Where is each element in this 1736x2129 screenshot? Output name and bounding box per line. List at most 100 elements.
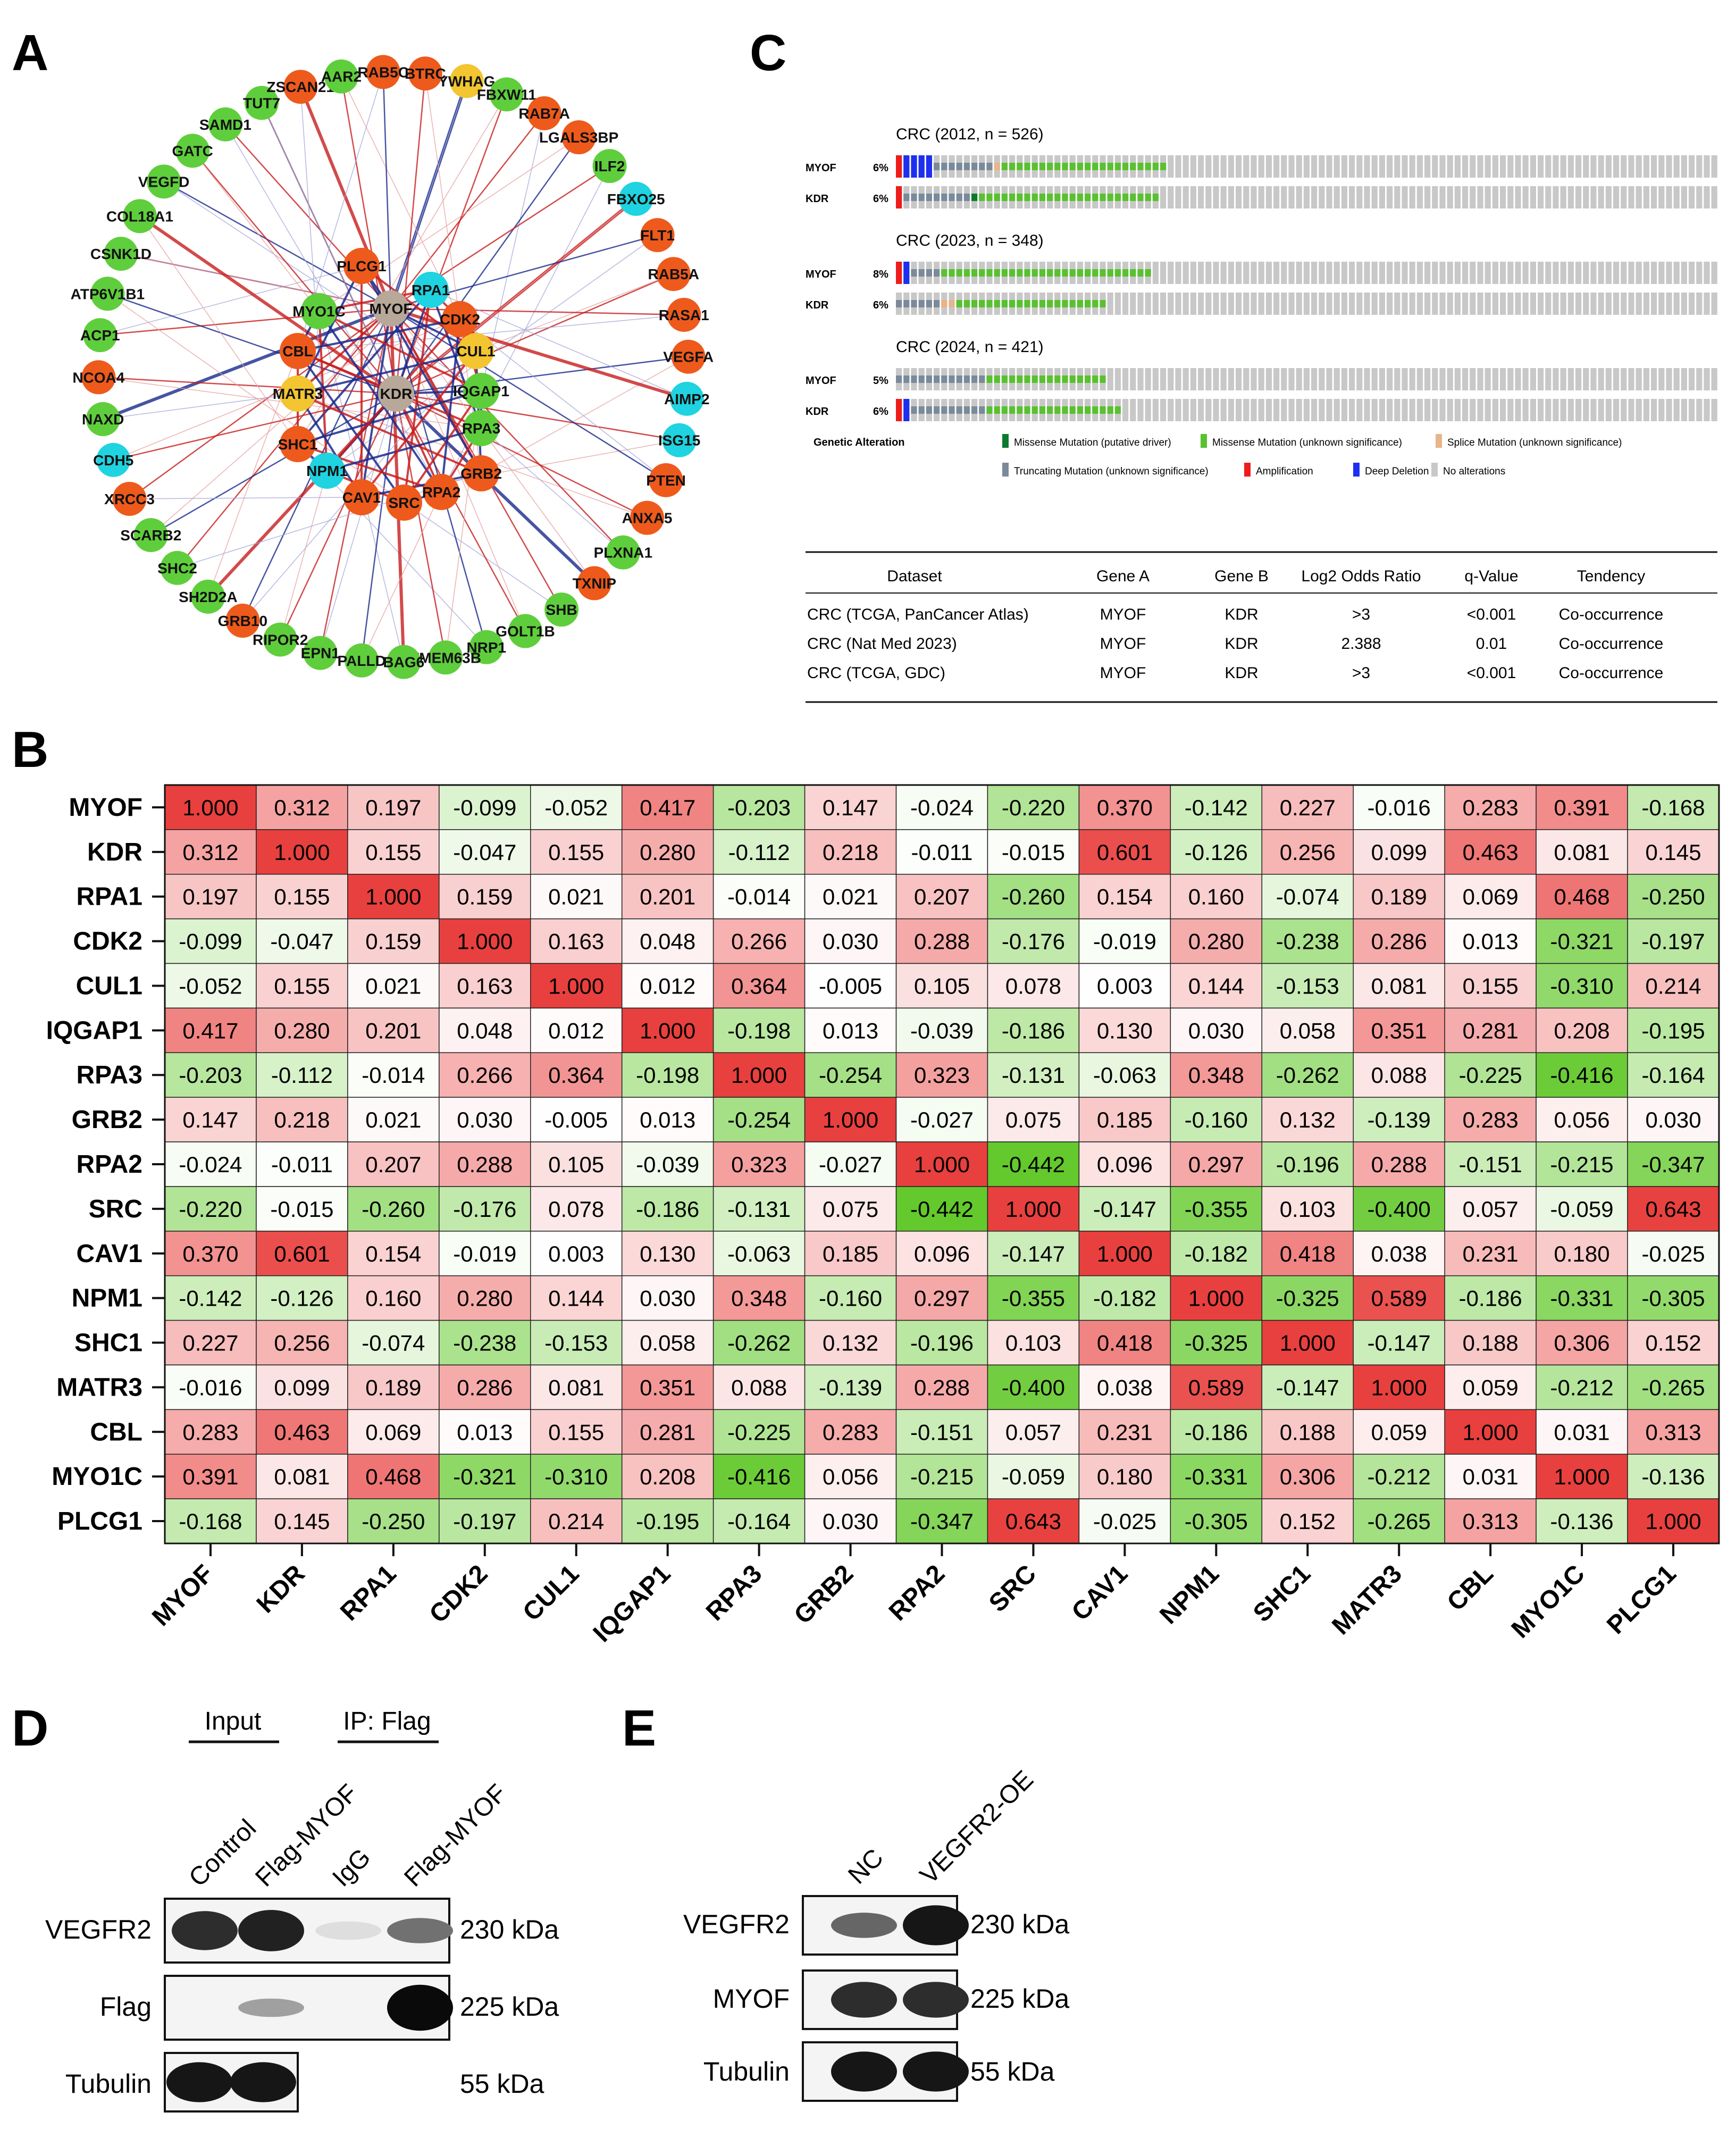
oncoprint-mutation bbox=[934, 406, 940, 414]
network-node-circle bbox=[656, 257, 691, 291]
table-cell: KDR bbox=[1225, 664, 1258, 682]
oncoprint-cell bbox=[1605, 186, 1612, 208]
heatmap-cell bbox=[1353, 1007, 1445, 1054]
oncoprint-cell bbox=[1424, 293, 1431, 315]
heatmap-cell bbox=[1627, 918, 1720, 964]
oncoprint-mutation bbox=[896, 399, 902, 421]
oncoprint-mutation bbox=[994, 194, 1000, 201]
oncoprint-cell bbox=[1220, 368, 1227, 390]
heatmap-cell bbox=[1170, 1052, 1263, 1098]
heatmap-value: 0.159 bbox=[457, 884, 513, 909]
network-edge bbox=[481, 428, 624, 553]
oncoprint-cell bbox=[1598, 186, 1604, 208]
oncoprint-cell bbox=[1545, 399, 1552, 421]
network-node-label: GRB2 bbox=[460, 465, 502, 482]
blot-band bbox=[166, 2062, 232, 2102]
heatmap-value: 0.280 bbox=[274, 1018, 330, 1043]
oncoprint-cell bbox=[1364, 186, 1370, 208]
heatmap-cell bbox=[164, 1007, 257, 1054]
heatmap-value: 0.207 bbox=[365, 1152, 421, 1177]
network-node-circle bbox=[413, 272, 449, 308]
oncoprint-cell bbox=[1583, 186, 1589, 208]
oncoprint-cell bbox=[1583, 368, 1589, 390]
heatmap-value: 1.000 bbox=[1463, 1420, 1519, 1445]
ring-node-txnip: TXNIP bbox=[573, 566, 616, 600]
oncoprint-mutation bbox=[994, 269, 1000, 277]
oncoprint-cell bbox=[1409, 155, 1415, 178]
oncoprint-cell bbox=[1628, 186, 1634, 208]
oncoprint-mutation bbox=[1009, 194, 1016, 201]
oncoprint-gene-label: KDR bbox=[806, 406, 829, 418]
oncoprint-cell bbox=[1402, 399, 1408, 421]
oncoprint-cell bbox=[1409, 368, 1415, 390]
oncoprint-cell bbox=[1198, 186, 1204, 208]
oncoprint-cell bbox=[1341, 155, 1347, 178]
oncoprint-cell bbox=[1243, 186, 1249, 208]
oncoprint-cell bbox=[1236, 155, 1242, 178]
network-node-label: PLCG1 bbox=[337, 258, 386, 274]
table-cell: MYOF bbox=[1100, 664, 1146, 682]
oncoprint-mutation bbox=[903, 262, 910, 284]
heatmap-cell bbox=[621, 1364, 714, 1410]
oncoprint-cell bbox=[1711, 155, 1717, 178]
ring-node-flt1: FLT1 bbox=[640, 218, 675, 253]
heatmap-value: 0.370 bbox=[182, 1241, 238, 1266]
oncoprint-cell bbox=[1190, 186, 1196, 208]
oncoprint-cell bbox=[1681, 186, 1687, 208]
network-node-circle bbox=[345, 643, 379, 678]
network-node-circle bbox=[619, 181, 653, 216]
heatmap-value: 0.266 bbox=[457, 1063, 513, 1088]
network-node-label: AIMP2 bbox=[664, 391, 710, 407]
oncoprint-mutation bbox=[1092, 406, 1098, 414]
heatmap-value: 0.056 bbox=[1554, 1107, 1610, 1132]
heatmap-cell bbox=[1078, 784, 1171, 830]
blot-band bbox=[230, 2062, 296, 2102]
oncoprint-mutation bbox=[956, 300, 962, 307]
heatmap-cell bbox=[712, 1097, 806, 1142]
heatmap-value: -0.225 bbox=[727, 1420, 791, 1445]
oncoprint-mutation bbox=[1085, 163, 1091, 170]
heatmap-value: 1.000 bbox=[1188, 1286, 1244, 1311]
oncoprint-mutation bbox=[1152, 194, 1159, 201]
oncoprint-mutation bbox=[949, 269, 955, 277]
oncoprint-cell bbox=[1560, 262, 1566, 284]
oncoprint-mutation bbox=[1130, 194, 1136, 201]
legend-item-label: No alterations bbox=[1443, 466, 1505, 477]
heatmap-cell bbox=[1536, 918, 1628, 964]
oncoprint-mutation bbox=[926, 406, 932, 414]
network-node-label: NRP1 bbox=[466, 639, 506, 656]
heatmap-value: 0.188 bbox=[1463, 1331, 1519, 1356]
oncoprint-cell bbox=[1643, 262, 1649, 284]
center-node-src: SRC bbox=[386, 485, 422, 521]
heatmap-value: -0.139 bbox=[1368, 1107, 1431, 1132]
heatmap-value: 0.214 bbox=[548, 1509, 604, 1534]
heatmap-cell bbox=[1536, 829, 1628, 875]
heatmap-cell bbox=[1536, 1097, 1628, 1142]
oncoprint-mutation bbox=[911, 194, 917, 201]
heatmap-cell bbox=[256, 1364, 348, 1410]
oncoprint-mutation bbox=[1107, 194, 1113, 201]
heatmap-value: 1.000 bbox=[1097, 1241, 1153, 1266]
oncoprint-cell bbox=[1303, 186, 1310, 208]
network-node-circle bbox=[378, 375, 414, 412]
heatmap-row-label: PLCG1 bbox=[57, 1507, 142, 1535]
ring-node-cdh5: CDH5 bbox=[93, 443, 133, 477]
heatmap-value: 0.288 bbox=[1371, 1152, 1427, 1177]
oncoprint-cell bbox=[1236, 293, 1242, 315]
oncoprint-cell bbox=[1575, 262, 1582, 284]
blot-size-label: 225 kDa bbox=[970, 1984, 1069, 2014]
network-node-circle bbox=[640, 218, 675, 253]
oncoprint-cell bbox=[1530, 186, 1536, 208]
oncoprint-cell bbox=[1416, 155, 1423, 178]
heatmap-value: 0.589 bbox=[1371, 1286, 1427, 1311]
network-node-circle bbox=[649, 463, 683, 497]
oncoprint-cell bbox=[1530, 262, 1536, 284]
blot-strip bbox=[164, 2052, 299, 2113]
network-node-circle bbox=[90, 277, 125, 311]
oncoprint-mutation bbox=[926, 300, 932, 307]
oncoprint-cell bbox=[1152, 293, 1159, 315]
heatmap-cell bbox=[1627, 963, 1720, 1009]
oncoprint-mutation bbox=[1047, 163, 1053, 170]
heatmap-cell bbox=[439, 1320, 531, 1366]
heatmap-cell bbox=[987, 1186, 1080, 1232]
